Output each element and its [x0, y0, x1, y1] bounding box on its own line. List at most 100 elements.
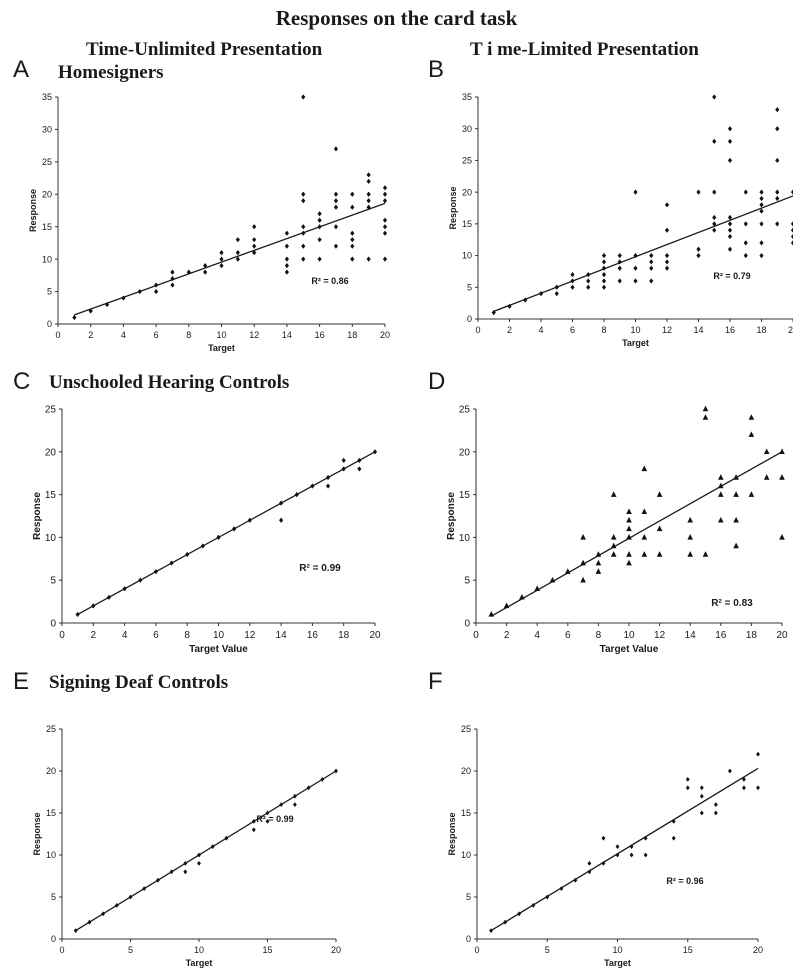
data-point [301, 224, 306, 230]
data-point [350, 256, 355, 262]
data-point [517, 911, 522, 917]
data-point [696, 189, 701, 195]
data-point [601, 272, 607, 278]
data-point [210, 844, 215, 849]
data-point [154, 288, 159, 295]
y-tick-label: 20 [461, 766, 471, 776]
x-tick-label: 6 [153, 630, 159, 641]
data-point [519, 593, 525, 600]
data-point [718, 474, 724, 480]
panel-letter-b: B [428, 56, 445, 83]
data-point [284, 256, 289, 262]
x-axis-label: Target [208, 343, 235, 353]
x-tick-label: 20 [776, 630, 788, 641]
data-point [219, 250, 224, 256]
trendline [490, 767, 759, 932]
data-point [649, 278, 654, 284]
x-axis-label: Target Value [600, 644, 659, 655]
data-point [615, 844, 620, 849]
x-tick-label: 0 [59, 630, 65, 641]
data-point [169, 869, 174, 875]
data-point [601, 252, 607, 259]
data-point [743, 252, 748, 259]
data-point [687, 534, 693, 540]
trendline [77, 451, 376, 616]
data-point [170, 282, 175, 288]
data-point [301, 198, 306, 204]
data-point [559, 886, 564, 891]
data-point [169, 560, 174, 566]
data-point [664, 259, 670, 265]
data-point [317, 224, 322, 230]
y-tick-label: 25 [459, 405, 471, 416]
y-tick-label: 10 [45, 533, 57, 544]
y-tick-label: 0 [51, 934, 56, 944]
data-point [366, 172, 371, 178]
y-tick-label: 20 [46, 766, 56, 776]
data-point [649, 252, 654, 259]
y-axis-label: Response [446, 492, 457, 540]
y-axis-label: Response [32, 492, 43, 540]
y-tick-label: 10 [462, 251, 472, 261]
data-point [733, 474, 739, 480]
data-point [633, 278, 638, 284]
data-point [301, 243, 306, 249]
data-point [101, 911, 106, 917]
y-tick-label: 15 [46, 808, 56, 818]
data-point [699, 793, 704, 799]
data-point [733, 516, 739, 523]
data-point [790, 221, 793, 227]
data-point [610, 542, 617, 549]
data-point [790, 227, 793, 233]
x-tick-label: 0 [475, 325, 480, 335]
data-point [284, 269, 289, 275]
data-point [382, 191, 388, 197]
data-point [759, 252, 764, 259]
data-point [712, 227, 717, 233]
y-tick-label: 25 [42, 157, 52, 167]
data-point [643, 835, 648, 841]
data-point [252, 237, 257, 243]
data-point [626, 508, 632, 514]
data-point [712, 138, 717, 144]
data-point [91, 603, 96, 609]
data-point [580, 559, 586, 566]
data-point [341, 457, 346, 463]
data-point [779, 534, 785, 540]
x-tick-label: 12 [244, 630, 256, 641]
data-point [503, 919, 508, 925]
x-tick-label: 20 [380, 330, 390, 340]
x-tick-label: 14 [282, 330, 292, 340]
data-point [727, 214, 733, 221]
data-point [186, 269, 191, 275]
data-point [779, 448, 785, 455]
y-axis-label: Response [28, 189, 38, 232]
data-point [350, 243, 355, 249]
panel-letter-e: E [13, 668, 30, 695]
data-point [649, 265, 654, 271]
data-point [155, 877, 160, 883]
y-tick-label: 10 [42, 254, 52, 264]
data-point [357, 457, 362, 463]
group-label-signing-deaf: Signing Deaf Controls [49, 672, 229, 693]
data-point [643, 852, 648, 858]
x-tick-label: 10 [612, 945, 622, 955]
data-point [775, 126, 780, 132]
data-point [87, 919, 92, 925]
y-tick-label: 0 [466, 934, 471, 944]
x-tick-label: 20 [331, 945, 341, 955]
data-point [382, 230, 388, 236]
data-point [137, 288, 142, 295]
data-point [382, 198, 388, 204]
data-point [88, 308, 93, 314]
data-point [284, 230, 289, 236]
data-point [748, 414, 755, 420]
data-point [203, 263, 208, 269]
data-point [122, 586, 127, 592]
data-point [727, 233, 733, 240]
data-point [595, 559, 602, 566]
x-tick-label: 18 [746, 630, 758, 641]
data-point [317, 217, 322, 223]
data-point [748, 431, 755, 437]
data-point [626, 525, 632, 532]
